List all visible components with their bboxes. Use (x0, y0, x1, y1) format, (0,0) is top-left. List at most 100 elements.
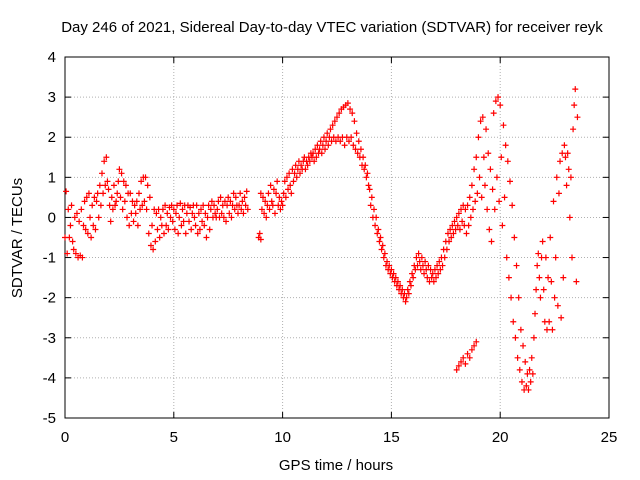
data-point (322, 146, 329, 153)
data-point (488, 238, 495, 245)
data-point (495, 94, 502, 101)
data-point (364, 170, 371, 177)
data-point (508, 294, 515, 301)
data-point (208, 198, 215, 205)
data-point (489, 186, 496, 193)
data-point (486, 226, 493, 233)
data-point (366, 186, 373, 193)
data-point (409, 270, 416, 277)
data-point (126, 222, 133, 229)
data-point (491, 206, 498, 213)
data-point (212, 210, 219, 217)
data-point (349, 110, 356, 117)
data-point (498, 154, 505, 161)
data-point (410, 274, 417, 281)
data-point (471, 342, 478, 349)
data-point (97, 202, 104, 209)
data-point (297, 170, 304, 177)
data-point (527, 378, 534, 385)
data-point (571, 102, 578, 109)
data-point (243, 188, 250, 195)
data-point (285, 186, 292, 193)
data-point (154, 226, 161, 233)
data-point (92, 226, 99, 233)
data-point (477, 118, 484, 125)
chart-title: Day 246 of 2021, Sidereal Day-to-day VTE… (61, 19, 603, 36)
data-point (509, 202, 516, 209)
data-point (195, 210, 202, 217)
data-point (186, 218, 193, 225)
data-point (415, 250, 422, 257)
data-point (487, 166, 494, 173)
data-point (143, 206, 150, 213)
data-point (265, 190, 272, 197)
data-point (88, 234, 95, 241)
data-point (292, 162, 299, 169)
data-point (161, 230, 168, 237)
data-point (273, 190, 280, 197)
data-point (221, 198, 228, 205)
data-point (378, 246, 385, 253)
data-point (311, 158, 318, 165)
data-point (132, 210, 139, 217)
data-point (94, 190, 101, 197)
data-point (435, 270, 442, 277)
data-point (78, 206, 85, 213)
data-point (448, 234, 455, 241)
data-point (510, 318, 517, 325)
data-point (546, 318, 553, 325)
data-point (223, 218, 230, 225)
data-point (113, 198, 120, 205)
data-point (188, 226, 195, 233)
data-point (548, 278, 555, 285)
data-point (549, 326, 556, 333)
data-point (406, 278, 413, 285)
data-point (513, 262, 520, 269)
data-point (416, 258, 423, 265)
data-point (455, 210, 462, 217)
data-point (72, 250, 79, 257)
data-point (256, 230, 263, 237)
data-point (68, 202, 75, 209)
data-point (287, 182, 294, 189)
data-point (203, 234, 210, 241)
data-point (211, 202, 218, 209)
y-axis-ticks: -5 -4 -3 -2 -1 0 1 2 3 4 (43, 49, 609, 427)
data-point (436, 258, 443, 265)
data-point (528, 354, 535, 361)
data-point (566, 214, 573, 221)
data-point (137, 206, 144, 213)
data-point (462, 360, 469, 367)
data-point (564, 150, 571, 157)
data-point (244, 206, 251, 213)
data-point (570, 126, 577, 133)
data-point (204, 214, 211, 221)
data-point (224, 202, 231, 209)
data-point (268, 198, 275, 205)
data-point (319, 142, 326, 149)
data-point (352, 146, 359, 153)
data-point (524, 370, 531, 377)
data-point (384, 258, 391, 265)
data-point (525, 386, 532, 393)
data-point (370, 206, 377, 213)
data-point (439, 262, 446, 269)
data-point (80, 222, 87, 229)
data-point (344, 100, 351, 107)
data-point (345, 138, 352, 145)
data-point (170, 206, 177, 213)
data-point (167, 214, 174, 221)
data-point (464, 350, 471, 357)
data-point (261, 210, 268, 217)
data-point (537, 294, 544, 301)
data-point (363, 174, 370, 181)
data-point (390, 270, 397, 277)
data-point (431, 266, 438, 273)
data-point (135, 190, 142, 197)
data-point (414, 262, 421, 269)
data-point (478, 194, 485, 201)
data-point (555, 190, 562, 197)
data-point (291, 170, 298, 177)
data-point (171, 226, 178, 233)
